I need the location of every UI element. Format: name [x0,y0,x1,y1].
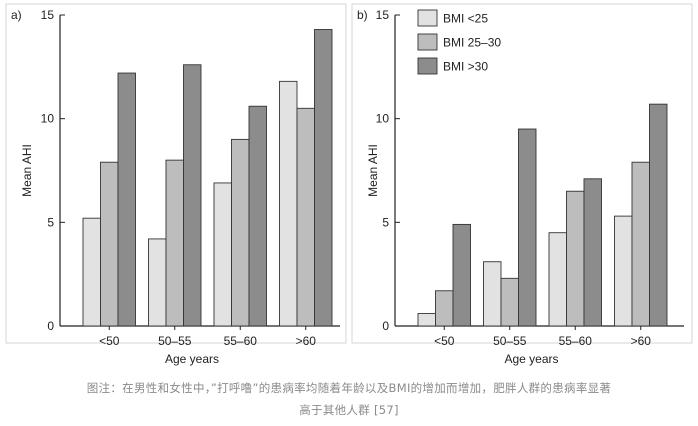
legend-swatch [417,57,438,75]
figure-caption-line-1: 图注：在男性和女性中，”打呼噜”的患病率均随着年龄以及BMI的增加而增加，肥胖人… [86,381,612,395]
legend-label: BMI <25 [443,12,488,26]
y-tick-label: 0 [382,319,389,333]
x-tick-label: >60 [296,334,317,348]
y-tick-label: 5 [382,215,389,229]
bar [165,159,184,327]
y-tick-label: 15 [41,8,55,22]
legend: BMI <25 BMI 25–30 BMI >30 [417,9,501,75]
x-tick-label: 50–55 [493,334,527,348]
x-tick-label: 50–55 [158,334,192,348]
figure: 0 5 10 15 <50 50–55 55–60 >60 Age years Mean AHI a… [5,3,693,366]
bar [649,103,668,327]
bar [183,64,202,327]
x-tick-label: <50 [99,334,120,348]
x-tick-label: <50 [434,334,455,348]
y-tick-label: 5 [47,215,54,229]
chart-panel-a: 0 5 10 15 <50 50–55 55–60 >60 Age years Mean AHI a… [5,3,347,366]
bar [82,217,101,327]
y-tick-label: 0 [47,319,54,333]
y-tick-label: 10 [376,112,390,126]
x-tick-label: 55–60 [559,334,593,348]
x-axis-title: Age years [504,352,558,366]
bar [548,232,567,327]
legend-label: BMI 25–30 [443,36,501,50]
panel-label: a) [11,8,22,22]
bar [248,105,267,327]
panel-label: b) [357,8,368,22]
bar [213,182,232,327]
legend-swatch [417,33,438,51]
panel-frame [351,3,693,344]
x-tick-label: 55–60 [224,334,258,348]
legend-label: BMI >30 [443,60,488,74]
legend-swatch [417,9,438,27]
bar [296,107,315,327]
bar [452,223,471,327]
x-tick-label: >60 [631,334,652,348]
x-axis-title: Age years [165,352,219,366]
bar [417,313,436,327]
y-tick-label: 10 [41,112,55,126]
bar [583,178,602,327]
figure-caption-line-2: 高于其他人群 [57] [299,403,399,417]
bar [279,80,298,327]
bar [435,290,454,327]
y-tick-label: 15 [376,8,390,22]
bar [100,161,119,327]
bar [117,72,136,327]
chart-panel-b: 0 5 10 15 <50 50–55 55–60 >60 Age years Mean AHI b… [351,3,693,366]
bar [500,277,519,327]
bar [314,29,333,327]
bar [631,161,650,327]
panel-frame [5,3,347,344]
bar [518,128,537,327]
bar [614,215,633,327]
bar [231,138,250,327]
bar [566,190,585,327]
y-axis-title: Mean AHI [20,144,34,197]
bar [483,261,502,327]
y-axis-title: Mean AHI [366,144,380,197]
bar [148,238,167,327]
